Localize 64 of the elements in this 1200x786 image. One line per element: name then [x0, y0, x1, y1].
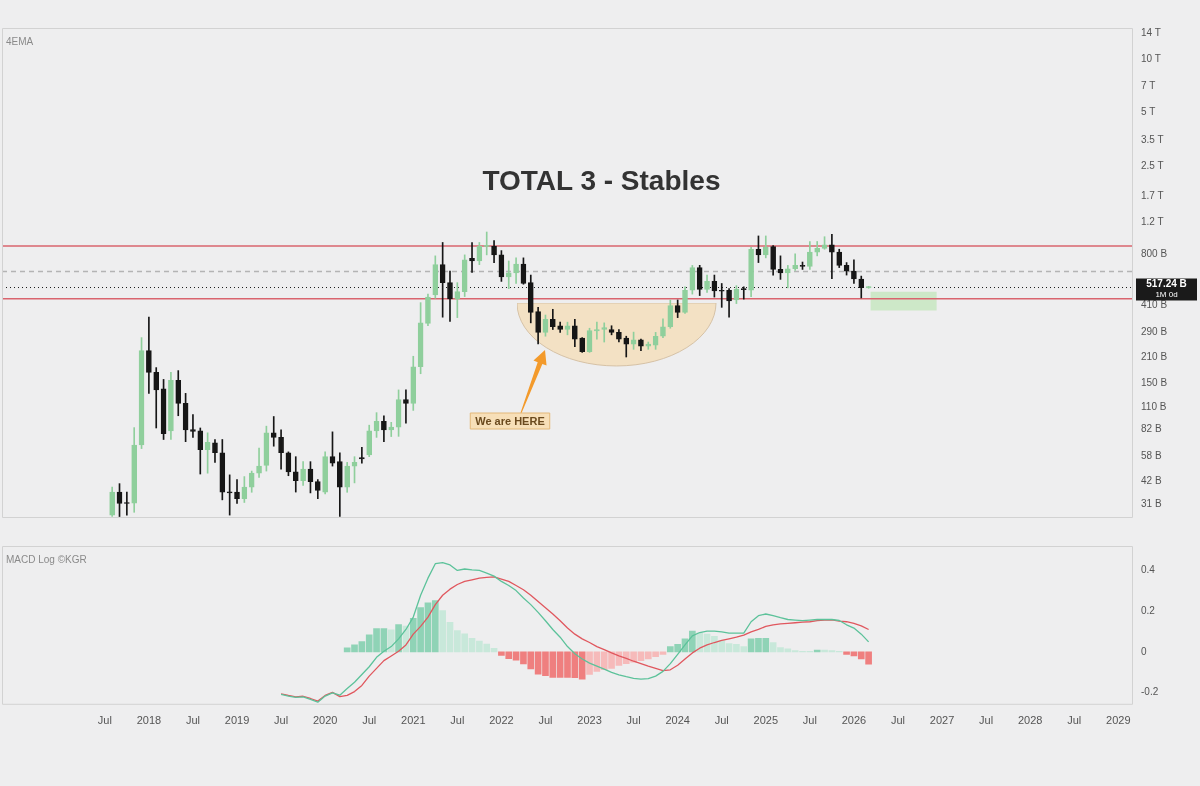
x-tick-label: Jul [450, 714, 465, 727]
ref-line-label: 517.24 B [1146, 278, 1187, 290]
x-tick-label: Jul [274, 714, 289, 727]
y-tick-label: 58 B [1141, 449, 1162, 461]
candlestick [292, 456, 299, 493]
x-tick-label: 2027 [929, 714, 955, 727]
candlestick [601, 322, 608, 343]
text: TOTAL 3 - Stables [482, 165, 721, 197]
candlestick [270, 416, 277, 447]
x-tick-label: 2025 [753, 714, 779, 727]
x-tick-label: 2028 [1017, 714, 1043, 727]
y-tick-label: 3.5 T [1141, 133, 1164, 145]
x-tick-label: 2026 [841, 714, 867, 727]
bar [387, 629, 395, 653]
x-tick-label: Jul [185, 714, 200, 727]
x-tick-label: Jul [890, 714, 906, 727]
candlestick [483, 231, 490, 256]
x-tick-label: 2023 [577, 714, 602, 727]
y-tick-label: 14 T [1141, 27, 1161, 39]
x-tick-label: Jul [979, 714, 994, 727]
y-tick-label: 0 [1141, 645, 1147, 657]
x-tick-label: Jul [714, 714, 729, 727]
candlestick [785, 265, 791, 289]
candlestick [190, 414, 196, 438]
x-tick-label: 2021 [401, 714, 426, 727]
y-tick-label: 7 T [1141, 80, 1156, 92]
y-tick-label: 0.4 [1141, 564, 1156, 576]
y-tick-label: 290 B [1141, 325, 1168, 337]
annotation: We are HERE [475, 414, 545, 427]
candlestick [718, 283, 725, 308]
y-tick-label: 2.5 T [1141, 159, 1164, 171]
y-tick-label: 110 B [1141, 400, 1167, 412]
y-tick-label: 5 T [1141, 106, 1156, 118]
y-tick-label: 410 B [1141, 299, 1168, 311]
x-tick-label: 2019 [224, 714, 250, 727]
y-tick-label: 210 B [1141, 350, 1168, 362]
x-tick-label: 2022 [489, 714, 514, 727]
x-tick-label: 2018 [136, 714, 162, 727]
annotation: 4EMA [6, 35, 34, 47]
x-tick-label: 2020 [312, 714, 338, 727]
y-tick-label: 10 T [1141, 53, 1161, 64]
y-tick-label: 1.7 T [1141, 189, 1164, 201]
y-tick-label: 0.2 [1141, 604, 1156, 616]
y-tick-label: 31 B [1141, 498, 1162, 510]
y-tick-label: 42 B [1141, 474, 1162, 486]
x-tick-label: Jul [626, 714, 641, 727]
y-tick-label: 1.2 T [1141, 216, 1164, 228]
x-tick-label: 2029 [1106, 714, 1131, 727]
y-tick-label: 150 B [1141, 376, 1168, 388]
x-tick-label: Jul [802, 714, 817, 727]
y-tick-label: 800 B [1141, 247, 1168, 259]
x-tick-label: Jul [1067, 714, 1082, 727]
candlestick [359, 447, 365, 464]
x-tick-label: Jul [538, 714, 553, 727]
x-tick-label: Jul [362, 714, 377, 727]
x-tick-label: Jul [97, 714, 112, 727]
x-tick-label: 2024 [665, 714, 690, 727]
y-tick-label: 82 B [1141, 423, 1162, 435]
text: 1M 0d [1155, 289, 1178, 299]
candlestick [792, 253, 798, 271]
candlestick [829, 234, 835, 280]
candlestick [403, 389, 409, 424]
annotation: MACD Log ©KGR [6, 553, 87, 565]
y-tick-label: -0.2 [1141, 686, 1159, 698]
